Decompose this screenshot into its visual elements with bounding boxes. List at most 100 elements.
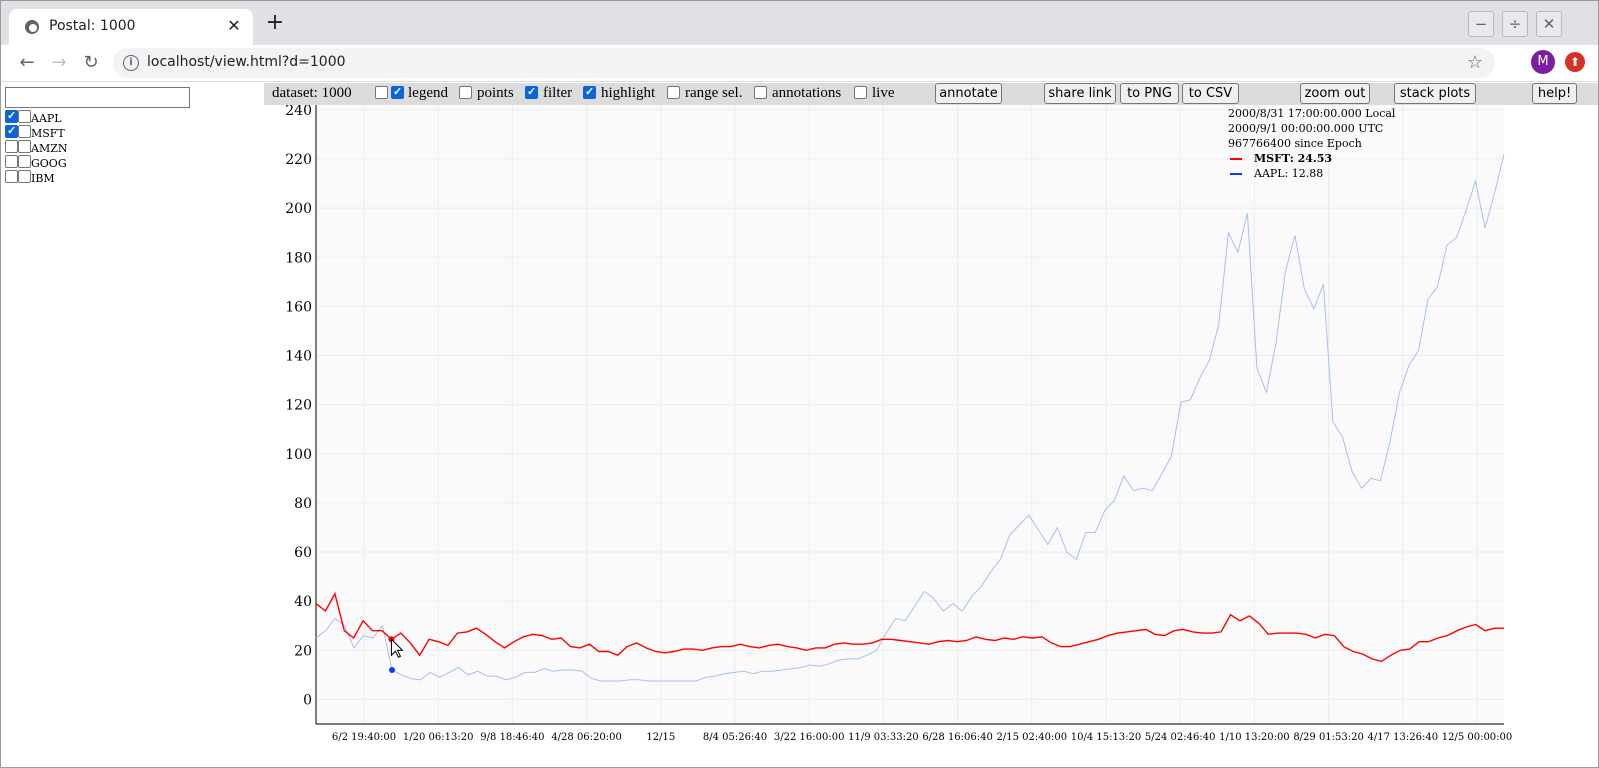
x-tick-label: 10/4 15:13:20 xyxy=(1071,732,1142,743)
line-chart[interactable]: 0 20 40 60 80 100 120 140 160 180 200 220 240 6/2 19:… xyxy=(264,105,1598,767)
range-selection-checkbox[interactable] xyxy=(667,86,680,99)
series-select-checkbox-aapl[interactable] xyxy=(18,110,31,123)
points-checkbox[interactable] xyxy=(459,86,472,99)
info-icon[interactable]: i xyxy=(123,55,139,71)
highlight-checkbox-label: highlight xyxy=(601,85,656,101)
star-icon[interactable]: ☆ xyxy=(1466,52,1483,73)
y-tick-label: 100 xyxy=(285,447,312,463)
y-tick-label: 20 xyxy=(294,643,312,659)
address-bar[interactable]: i localhost/view.html?d=1000 ☆ xyxy=(113,48,1495,78)
live-checkbox[interactable] xyxy=(854,86,867,99)
x-tick-label: 8/4 05:26:40 xyxy=(703,732,767,743)
x-tick-label: 4/17 13:26:40 xyxy=(1368,732,1439,743)
highlight-checkbox[interactable] xyxy=(583,85,596,99)
profile-avatar[interactable]: M xyxy=(1531,50,1555,74)
tab-title: Postal: 1000 xyxy=(49,18,136,34)
y-tick-label: 240 xyxy=(285,105,312,119)
stack-plots-button[interactable]: stack plots xyxy=(1394,83,1476,104)
legend-local-time: 2000/8/31 17:00:00.000 Local xyxy=(1228,107,1396,120)
annotations-checkbox-label: annotations xyxy=(772,85,842,101)
tab-strip: Postal: 1000 ✕ + − ÷ ✕ xyxy=(1,1,1598,45)
tab-close-icon[interactable]: ✕ xyxy=(227,16,241,35)
series-visible-checkbox-ibm[interactable] xyxy=(5,170,18,183)
to-csv-button[interactable]: to CSV xyxy=(1182,83,1239,104)
x-tick-label: 6/2 19:40:00 xyxy=(332,732,396,743)
mouse-cursor-icon xyxy=(390,638,404,658)
legend-value-aapl: AAPL: 12.88 xyxy=(1254,167,1324,180)
maximize-button[interactable]: ÷ xyxy=(1502,11,1528,37)
x-tick-label: 1/20 06:13:20 xyxy=(403,732,474,743)
series-label: AMZN xyxy=(31,142,68,155)
legend-swatch-aapl xyxy=(1230,173,1242,175)
x-tick-label: 9/8 18:46:40 xyxy=(480,732,544,743)
y-tick-label: 80 xyxy=(294,496,312,512)
highlight-point-aapl xyxy=(389,666,396,673)
live-checkbox-label: live xyxy=(872,85,895,101)
extension-icon[interactable]: ⬆ xyxy=(1565,52,1585,72)
filter-checkbox-label: filter xyxy=(543,85,573,101)
series-label: IBM xyxy=(31,172,55,185)
url-text[interactable]: localhost/view.html?d=1000 xyxy=(147,54,346,70)
minimize-button[interactable]: − xyxy=(1468,11,1494,37)
browser-tab[interactable]: Postal: 1000 ✕ xyxy=(9,9,253,45)
y-tick-label: 60 xyxy=(294,545,312,561)
series-label: AAPL xyxy=(31,112,62,125)
legend-swatch-msft xyxy=(1230,158,1242,160)
y-tick-label: 200 xyxy=(285,201,312,217)
series-filter-input[interactable] xyxy=(5,87,190,108)
x-tick-label: 4/28 06:20:00 xyxy=(551,732,622,743)
points-checkbox-label: points xyxy=(477,85,514,101)
series-visible-checkbox-aapl[interactable] xyxy=(5,109,18,123)
y-tick-label: 0 xyxy=(303,692,312,708)
dataset-label: dataset: 1000 xyxy=(272,85,352,101)
filter-checkbox[interactable] xyxy=(525,85,538,99)
y-tick-label: 160 xyxy=(285,299,312,315)
legend-checkbox[interactable] xyxy=(391,85,404,99)
close-window-button[interactable]: ✕ xyxy=(1536,11,1562,37)
series-visible-checkbox-goog[interactable] xyxy=(5,155,18,168)
legend-checkbox-label: legend xyxy=(408,85,448,101)
chart-toolbar: dataset: 1000 legend points filter highl… xyxy=(264,83,1598,105)
x-tick-label: 2/15 02:40:00 xyxy=(997,732,1068,743)
legend-epoch: 967766400 since Epoch xyxy=(1228,137,1362,150)
help-button[interactable]: help! xyxy=(1532,83,1577,104)
chart-area[interactable]: 0 20 40 60 80 100 120 140 160 180 200 220 240 6/2 19:… xyxy=(264,105,1598,767)
series-select-checkbox-goog[interactable] xyxy=(18,155,31,168)
toggle-all-checkbox[interactable] xyxy=(375,86,388,99)
globe-icon xyxy=(25,20,39,34)
series-line-msft xyxy=(315,591,1504,663)
new-tab-button[interactable]: + xyxy=(265,10,285,35)
series-select-checkbox-amzn[interactable] xyxy=(18,140,31,153)
to-png-button[interactable]: to PNG xyxy=(1120,83,1179,104)
forward-arrow-icon[interactable]: → xyxy=(51,52,67,73)
reload-icon[interactable]: ↻ xyxy=(83,52,99,73)
range-selection-label: range sel. xyxy=(685,85,743,101)
series-select-checkbox-ibm[interactable] xyxy=(18,170,31,183)
x-tick-label: 5/24 02:46:40 xyxy=(1145,732,1216,743)
y-tick-label: 140 xyxy=(285,349,312,365)
chart-legend: 2000/8/31 17:00:00.000 Local 2000/9/1 00… xyxy=(1228,106,1395,181)
legend-entry-msft: MSFT: 24.53 xyxy=(1228,151,1395,166)
series-visible-checkbox-amzn[interactable] xyxy=(5,140,18,153)
y-tick-label: 180 xyxy=(285,250,312,266)
annotations-checkbox[interactable] xyxy=(754,86,767,99)
annotate-button[interactable]: annotate xyxy=(935,83,1002,104)
y-tick-label: 40 xyxy=(294,594,312,610)
y-tick-label: 220 xyxy=(285,152,312,168)
series-panel: AAPL MSFT AMZN GOOG IBM xyxy=(1,83,264,767)
plot-background xyxy=(316,105,1504,724)
share-link-button[interactable]: share link xyxy=(1044,83,1116,104)
back-arrow-icon[interactable]: ← xyxy=(19,52,35,73)
series-visible-checkbox-msft[interactable] xyxy=(5,124,18,138)
series-label: GOOG xyxy=(31,157,67,170)
x-tick-label: 3/22 16:00:00 xyxy=(774,732,845,743)
legend-value-msft: MSFT: 24.53 xyxy=(1254,152,1333,165)
x-tick-label: 8/29 01:53:20 xyxy=(1293,732,1364,743)
series-select-checkbox-msft[interactable] xyxy=(18,125,31,138)
x-tick-label: 11/9 03:33:20 xyxy=(848,732,919,743)
zoom-out-button[interactable]: zoom out xyxy=(1300,83,1370,104)
navigation-bar: ← → ↻ i localhost/view.html?d=1000 ☆ M ⬆ xyxy=(1,45,1598,82)
legend-entry-aapl: AAPL: 12.88 xyxy=(1228,166,1395,181)
legend-utc-time: 2000/9/1 00:00:00.000 UTC xyxy=(1228,122,1384,135)
